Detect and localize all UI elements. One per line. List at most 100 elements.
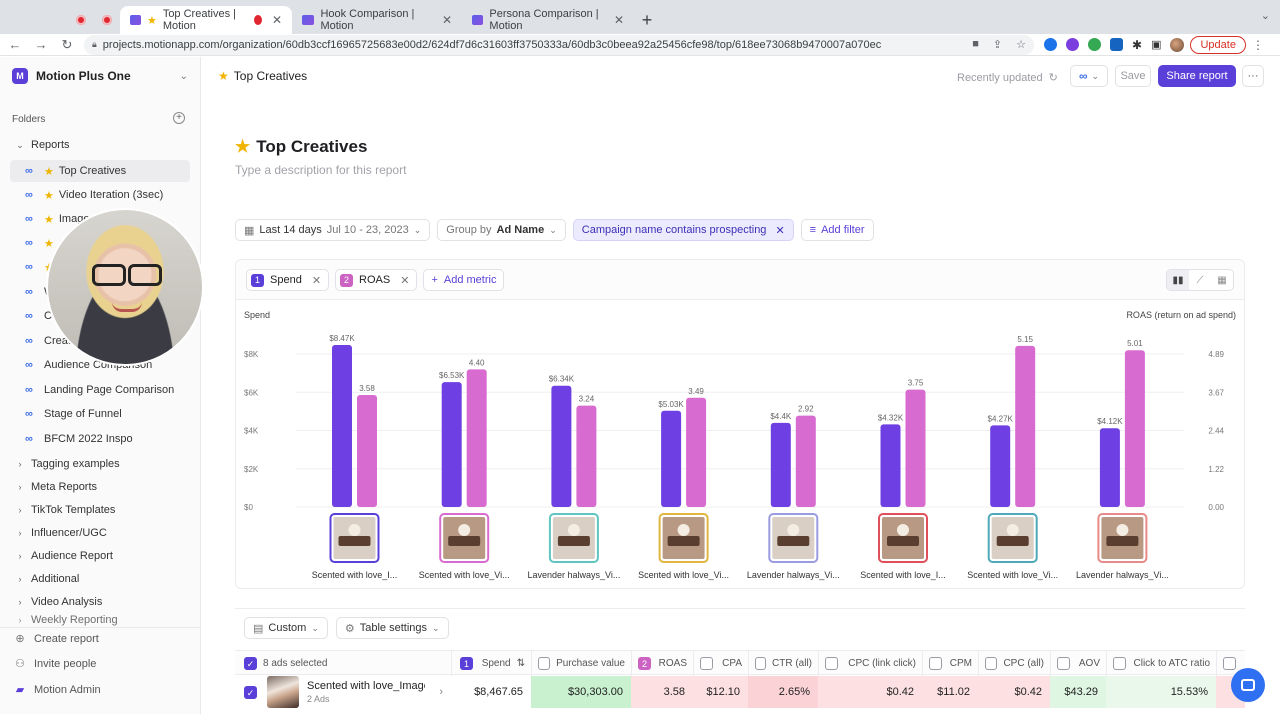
browser-tab-persona-comparison[interactable]: Persona Comparison | Motion ✕: [462, 6, 634, 34]
new-tab-button[interactable]: +: [641, 9, 653, 30]
ad-thumbnail[interactable]: [267, 676, 299, 708]
column-checkbox[interactable]: [825, 657, 838, 670]
column-header-roas[interactable]: 2 ROAS: [631, 651, 693, 676]
line-chart-icon[interactable]: ⟋: [1196, 274, 1204, 286]
x-category-label: Lavender halways_Vi...: [1076, 570, 1169, 580]
column-header-click-to-atc[interactable]: Click to ATC ratio: [1106, 651, 1216, 676]
reload-icon[interactable]: ↻: [61, 36, 73, 52]
browser-menu-icon[interactable]: ⋮: [1251, 37, 1264, 52]
update-button[interactable]: Update: [1190, 35, 1246, 54]
camera-icon[interactable]: ■: [972, 38, 979, 50]
url-input[interactable]: 🔒︎ projects.motionapp.com/organization/6…: [84, 34, 1034, 55]
sidebar-item-top-creatives[interactable]: ∞ ★ Top Creatives: [10, 160, 190, 182]
browser-tab-hook-comparison[interactable]: Hook Comparison | Motion ✕: [292, 6, 462, 34]
remove-filter-icon[interactable]: ✕: [775, 224, 785, 237]
grid-view-icon[interactable]: ▦: [1217, 274, 1227, 286]
column-header-aov[interactable]: AOV: [1050, 651, 1106, 676]
column-header-cpm[interactable]: CPM: [922, 651, 978, 676]
sidepanel-icon[interactable]: ▣: [1151, 39, 1162, 51]
column-checkbox[interactable]: [538, 657, 551, 670]
add-filter-button[interactable]: ≡ Add filter: [800, 219, 874, 241]
sidebar-folder[interactable]: › Influencer/UGC: [14, 522, 107, 544]
back-icon[interactable]: ←: [8, 37, 22, 52]
add-metric-button[interactable]: + Add metric: [423, 269, 505, 291]
extension-icon[interactable]: [1066, 38, 1079, 51]
remove-metric-icon[interactable]: ✕: [311, 274, 322, 287]
add-folder-icon[interactable]: +: [173, 112, 185, 124]
campaign-filter-chip[interactable]: Campaign name contains prospecting ✕: [572, 219, 794, 241]
platform-select[interactable]: ∞ ⌄: [1070, 65, 1108, 87]
tab-search-icon[interactable]: ⌄: [1260, 10, 1270, 22]
date-range-select[interactable]: ▦ Last 14 days Jul 10 - 23, 2023 ⌄: [235, 219, 431, 241]
table-settings-button[interactable]: ⚙ Table settings ⌄: [335, 617, 449, 639]
page-title-text[interactable]: Top Creatives: [256, 137, 368, 156]
workspace-switcher[interactable]: M Motion Plus One ⌄: [12, 68, 188, 84]
column-header-spend[interactable]: 1 Spend ⇅: [451, 651, 531, 676]
column-checkbox[interactable]: [1057, 657, 1070, 670]
sidebar-folder[interactable]: › Meta Reports: [14, 476, 98, 498]
column-checkbox[interactable]: [700, 657, 713, 670]
sidebar-folder[interactable]: › Video Analysis: [14, 591, 103, 613]
row-ad-cell[interactable]: Scented with love_Image 2 Ads ›: [267, 676, 451, 708]
select-all-checkbox[interactable]: ✓: [244, 657, 257, 670]
metric-chip-roas[interactable]: 2 ROAS ✕: [335, 269, 418, 291]
extension-icon[interactable]: [1110, 38, 1123, 51]
group-by-select[interactable]: Group by Ad Name ⌄: [437, 219, 566, 241]
column-checkbox[interactable]: [929, 657, 942, 670]
sidebar-item-bfcm-2022-inspo[interactable]: ∞ BFCM 2022 Inspo: [25, 428, 133, 450]
sidebar-folder[interactable]: › TikTok Templates: [14, 499, 116, 521]
sort-icon[interactable]: ⇅: [516, 658, 525, 669]
sidebar-folder[interactable]: › Weekly Reporting: [14, 614, 118, 626]
close-tab-icon[interactable]: ✕: [271, 13, 282, 27]
metric-chip-spend[interactable]: 1 Spend ✕: [246, 269, 330, 291]
ad-thumbnail-image: [1106, 536, 1139, 546]
column-header-ctr[interactable]: CTR (all): [748, 651, 818, 676]
create-report-button[interactable]: ⊕ Create report: [14, 632, 98, 646]
chevron-right-icon: ›: [18, 482, 22, 492]
sidebar-item-video-iteration[interactable]: ∞ ★ Video Iteration (3sec): [25, 184, 163, 206]
recording-tab[interactable]: [68, 6, 94, 34]
sidebar-item-landing-page-comparison[interactable]: ∞ Landing Page Comparison: [25, 379, 174, 401]
remove-metric-icon[interactable]: ✕: [400, 274, 410, 287]
chevron-down-icon: ⌄: [16, 139, 24, 150]
save-button[interactable]: Save: [1115, 65, 1151, 87]
share-icon[interactable]: ⇪: [992, 39, 1003, 51]
description-input[interactable]: Type a description for this report: [235, 163, 407, 177]
motion-admin-button[interactable]: ▰ Motion Admin: [14, 683, 101, 697]
profile-avatar[interactable]: [1170, 37, 1185, 52]
sidebar-folder[interactable]: › Tagging examples: [14, 453, 120, 475]
chevron-right-icon[interactable]: ›: [439, 686, 443, 698]
column-checkbox[interactable]: [1223, 657, 1236, 670]
puzzle-icon[interactable]: ✱: [1132, 37, 1143, 52]
sidebar-folder-reports[interactable]: ⌄ Reports: [14, 134, 69, 156]
column-header-cpc-link[interactable]: CPC (link click): [818, 651, 922, 676]
sidebar-folder[interactable]: › Audience Report: [14, 545, 113, 567]
close-tab-icon[interactable]: ✕: [613, 13, 624, 27]
sidebar-item[interactable]: ∞ ★: [25, 232, 54, 254]
column-checkbox[interactable]: [755, 657, 766, 670]
sidebar-item-stage-of-funnel[interactable]: ∞ Stage of Funnel: [25, 403, 122, 425]
share-report-button[interactable]: Share report: [1158, 65, 1236, 87]
invite-people-button[interactable]: ⚇ Invite people: [14, 657, 96, 671]
recording-tab[interactable]: [94, 6, 120, 34]
column-checkbox[interactable]: [1113, 657, 1126, 670]
column-checkbox[interactable]: [985, 657, 998, 670]
extension-icon[interactable]: [1088, 38, 1101, 51]
extension-icon[interactable]: [1044, 38, 1057, 51]
column-header-cpc-all[interactable]: CPC (all): [978, 651, 1050, 676]
bar-chart-icon[interactable]: ▮▮: [1167, 270, 1189, 290]
column-header-cpa[interactable]: CPA: [693, 651, 748, 676]
close-tab-icon[interactable]: ✕: [441, 13, 452, 27]
chat-support-button[interactable]: [1231, 668, 1265, 702]
custom-view-select[interactable]: ▤ Custom ⌄: [244, 617, 328, 639]
forward-icon[interactable]: →: [34, 37, 48, 52]
more-options-button[interactable]: ···: [1242, 65, 1264, 87]
table-row[interactable]: ✓ Scented with love_Image 2 Ads › $8,467…: [235, 676, 1245, 714]
browser-tab-top-creatives[interactable]: ★ Top Creatives | Motion ✕: [120, 6, 292, 34]
sidebar-folder[interactable]: › Additional: [14, 568, 80, 590]
column-header-purchase-value[interactable]: Purchase value: [531, 651, 631, 676]
refresh-icon[interactable]: ↻: [1048, 72, 1058, 84]
row-checkbox[interactable]: ✓: [244, 685, 257, 699]
bookmark-star-icon[interactable]: ☆: [1016, 39, 1026, 51]
column-header-extra[interactable]: [1216, 651, 1245, 676]
